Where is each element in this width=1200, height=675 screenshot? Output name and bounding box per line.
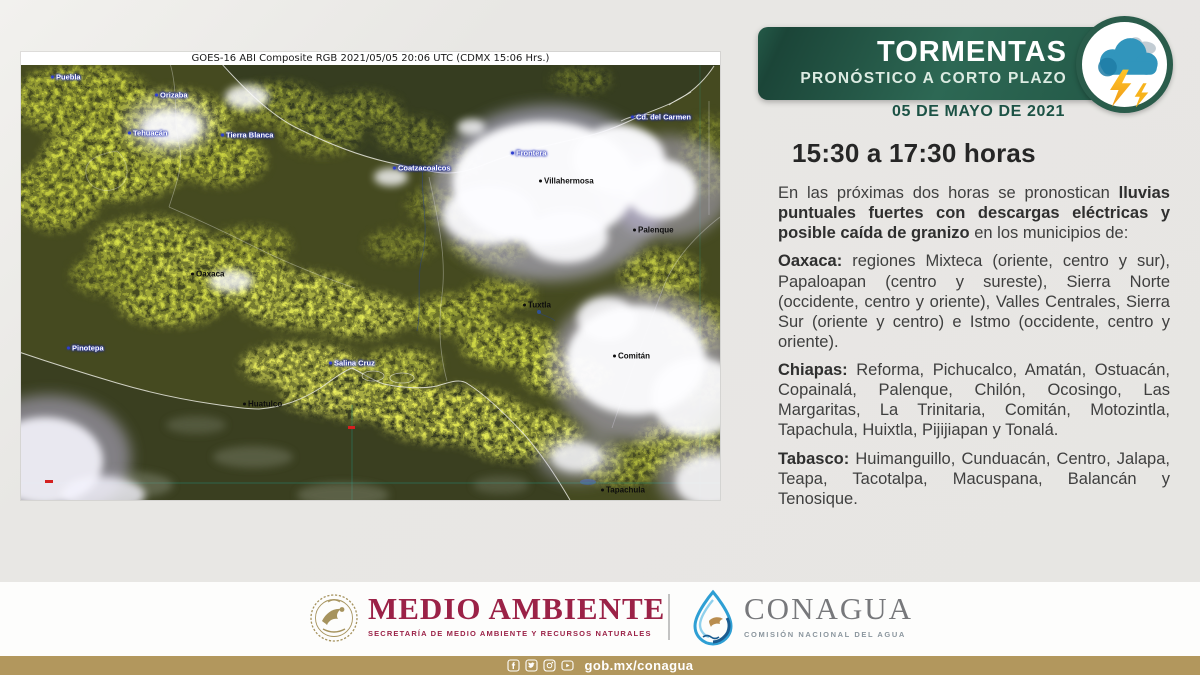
semarnat-title: MEDIO AMBIENTE bbox=[368, 591, 666, 626]
city-label: Villahermosa bbox=[539, 177, 594, 186]
forecast-intro: En las próximas dos horas se pronostican… bbox=[778, 183, 1170, 243]
region-municipios: Huimanguillo, Cunduacán, Centro, Jalapa,… bbox=[778, 449, 1170, 508]
intro-text: en los municipios de: bbox=[969, 224, 1129, 243]
footer-url: gob.mx/conagua bbox=[584, 658, 694, 673]
red-map-marker bbox=[45, 480, 53, 483]
city-label: Tierra Blanca bbox=[221, 131, 273, 140]
bulletin-date: 05 DE MAYO DE 2021 bbox=[892, 103, 1065, 120]
region-name: Oaxaca: bbox=[778, 252, 843, 271]
semarnat-subtitle: SECRETARÍA DE MEDIO AMBIENTE Y RECURSOS … bbox=[368, 629, 652, 638]
city-label: Coatzacoalcos bbox=[393, 164, 451, 173]
city-label: Oaxaca bbox=[191, 270, 224, 279]
intro-text: En las próximas dos horas se pronostican bbox=[778, 184, 1119, 202]
city-label: Comitán bbox=[613, 352, 650, 361]
instagram-icon bbox=[542, 659, 556, 672]
footer-bar: gob.mx/conagua bbox=[0, 656, 1200, 675]
region-name: Chiapas: bbox=[778, 361, 848, 379]
region-municipios: regiones Mixteca (oriente, centro y sur)… bbox=[778, 252, 1170, 351]
semarnat-logo: MEDIO AMBIENTE SECRETARÍA DE MEDIO AMBIE… bbox=[368, 591, 666, 638]
conagua-logo: CONAGUA COMISIÓN NACIONAL DEL AGUA bbox=[744, 591, 913, 639]
facebook-icon bbox=[506, 659, 520, 672]
satellite-image-title: GOES-16 ABI Composite RGB 2021/05/05 20:… bbox=[21, 52, 720, 65]
city-label: Salina Cruz bbox=[329, 359, 375, 368]
mexico-eagle-seal-icon bbox=[308, 588, 360, 653]
conagua-waterdrop-icon bbox=[690, 589, 738, 652]
intro-bold-text: lluvias puntuales fuertes con descargas … bbox=[778, 184, 1170, 243]
logo-divider bbox=[668, 594, 670, 640]
city-label: Orizaba bbox=[155, 91, 188, 100]
region-municipios: Reforma, Pichucalco, Amatán, Ostuacán, C… bbox=[778, 361, 1170, 440]
youtube-icon bbox=[560, 660, 574, 671]
city-label: Tapachula bbox=[601, 486, 645, 495]
city-label: Tehuacán bbox=[128, 129, 167, 138]
forecast-region-tabasco: Tabasco: Huimanguillo, Cunduacán, Centro… bbox=[778, 449, 1170, 509]
storm-banner: TORMENTAS PRONÓSTICO A CORTO PLAZO bbox=[758, 27, 1105, 100]
conagua-title: CONAGUA bbox=[744, 591, 913, 626]
forecast-region-oaxaca: Oaxaca: regiones Mixteca (oriente, centr… bbox=[778, 251, 1170, 352]
banner-subtitle: PRONÓSTICO A CORTO PLAZO bbox=[800, 70, 1067, 87]
region-name: Tabasco: bbox=[778, 449, 850, 468]
city-label: Frontera bbox=[511, 149, 546, 158]
city-label: Palenque bbox=[633, 226, 674, 235]
banner-title: TORMENTAS bbox=[877, 36, 1067, 68]
forecast-body: En las próximas dos horas se pronostican… bbox=[778, 183, 1170, 517]
conagua-subtitle: COMISIÓN NACIONAL DEL AGUA bbox=[744, 630, 906, 639]
red-map-marker bbox=[348, 426, 355, 429]
satellite-imagery-graphic bbox=[21, 65, 720, 500]
city-label: Puebla bbox=[51, 73, 81, 82]
forecast-time-range: 15:30 a 17:30 horas bbox=[792, 138, 1036, 168]
satellite-map-panel: GOES-16 ABI Composite RGB 2021/05/05 20:… bbox=[21, 52, 720, 500]
twitter-icon bbox=[524, 659, 538, 672]
city-label: Huatulco bbox=[243, 400, 282, 409]
forecast-region-chiapas: Chiapas: Reforma, Pichucalco, Amatán, Os… bbox=[778, 360, 1170, 441]
city-label: Pinotepa bbox=[67, 344, 104, 353]
logos-band bbox=[0, 582, 1200, 656]
storm-cloud-lightning-icon bbox=[1076, 16, 1173, 113]
satellite-image: Puebla Orizaba Tehuacán Tierra Blanca Co… bbox=[21, 65, 720, 500]
city-label: Tuxtla bbox=[523, 301, 551, 310]
city-label: Cd. del Carmen bbox=[631, 113, 691, 122]
